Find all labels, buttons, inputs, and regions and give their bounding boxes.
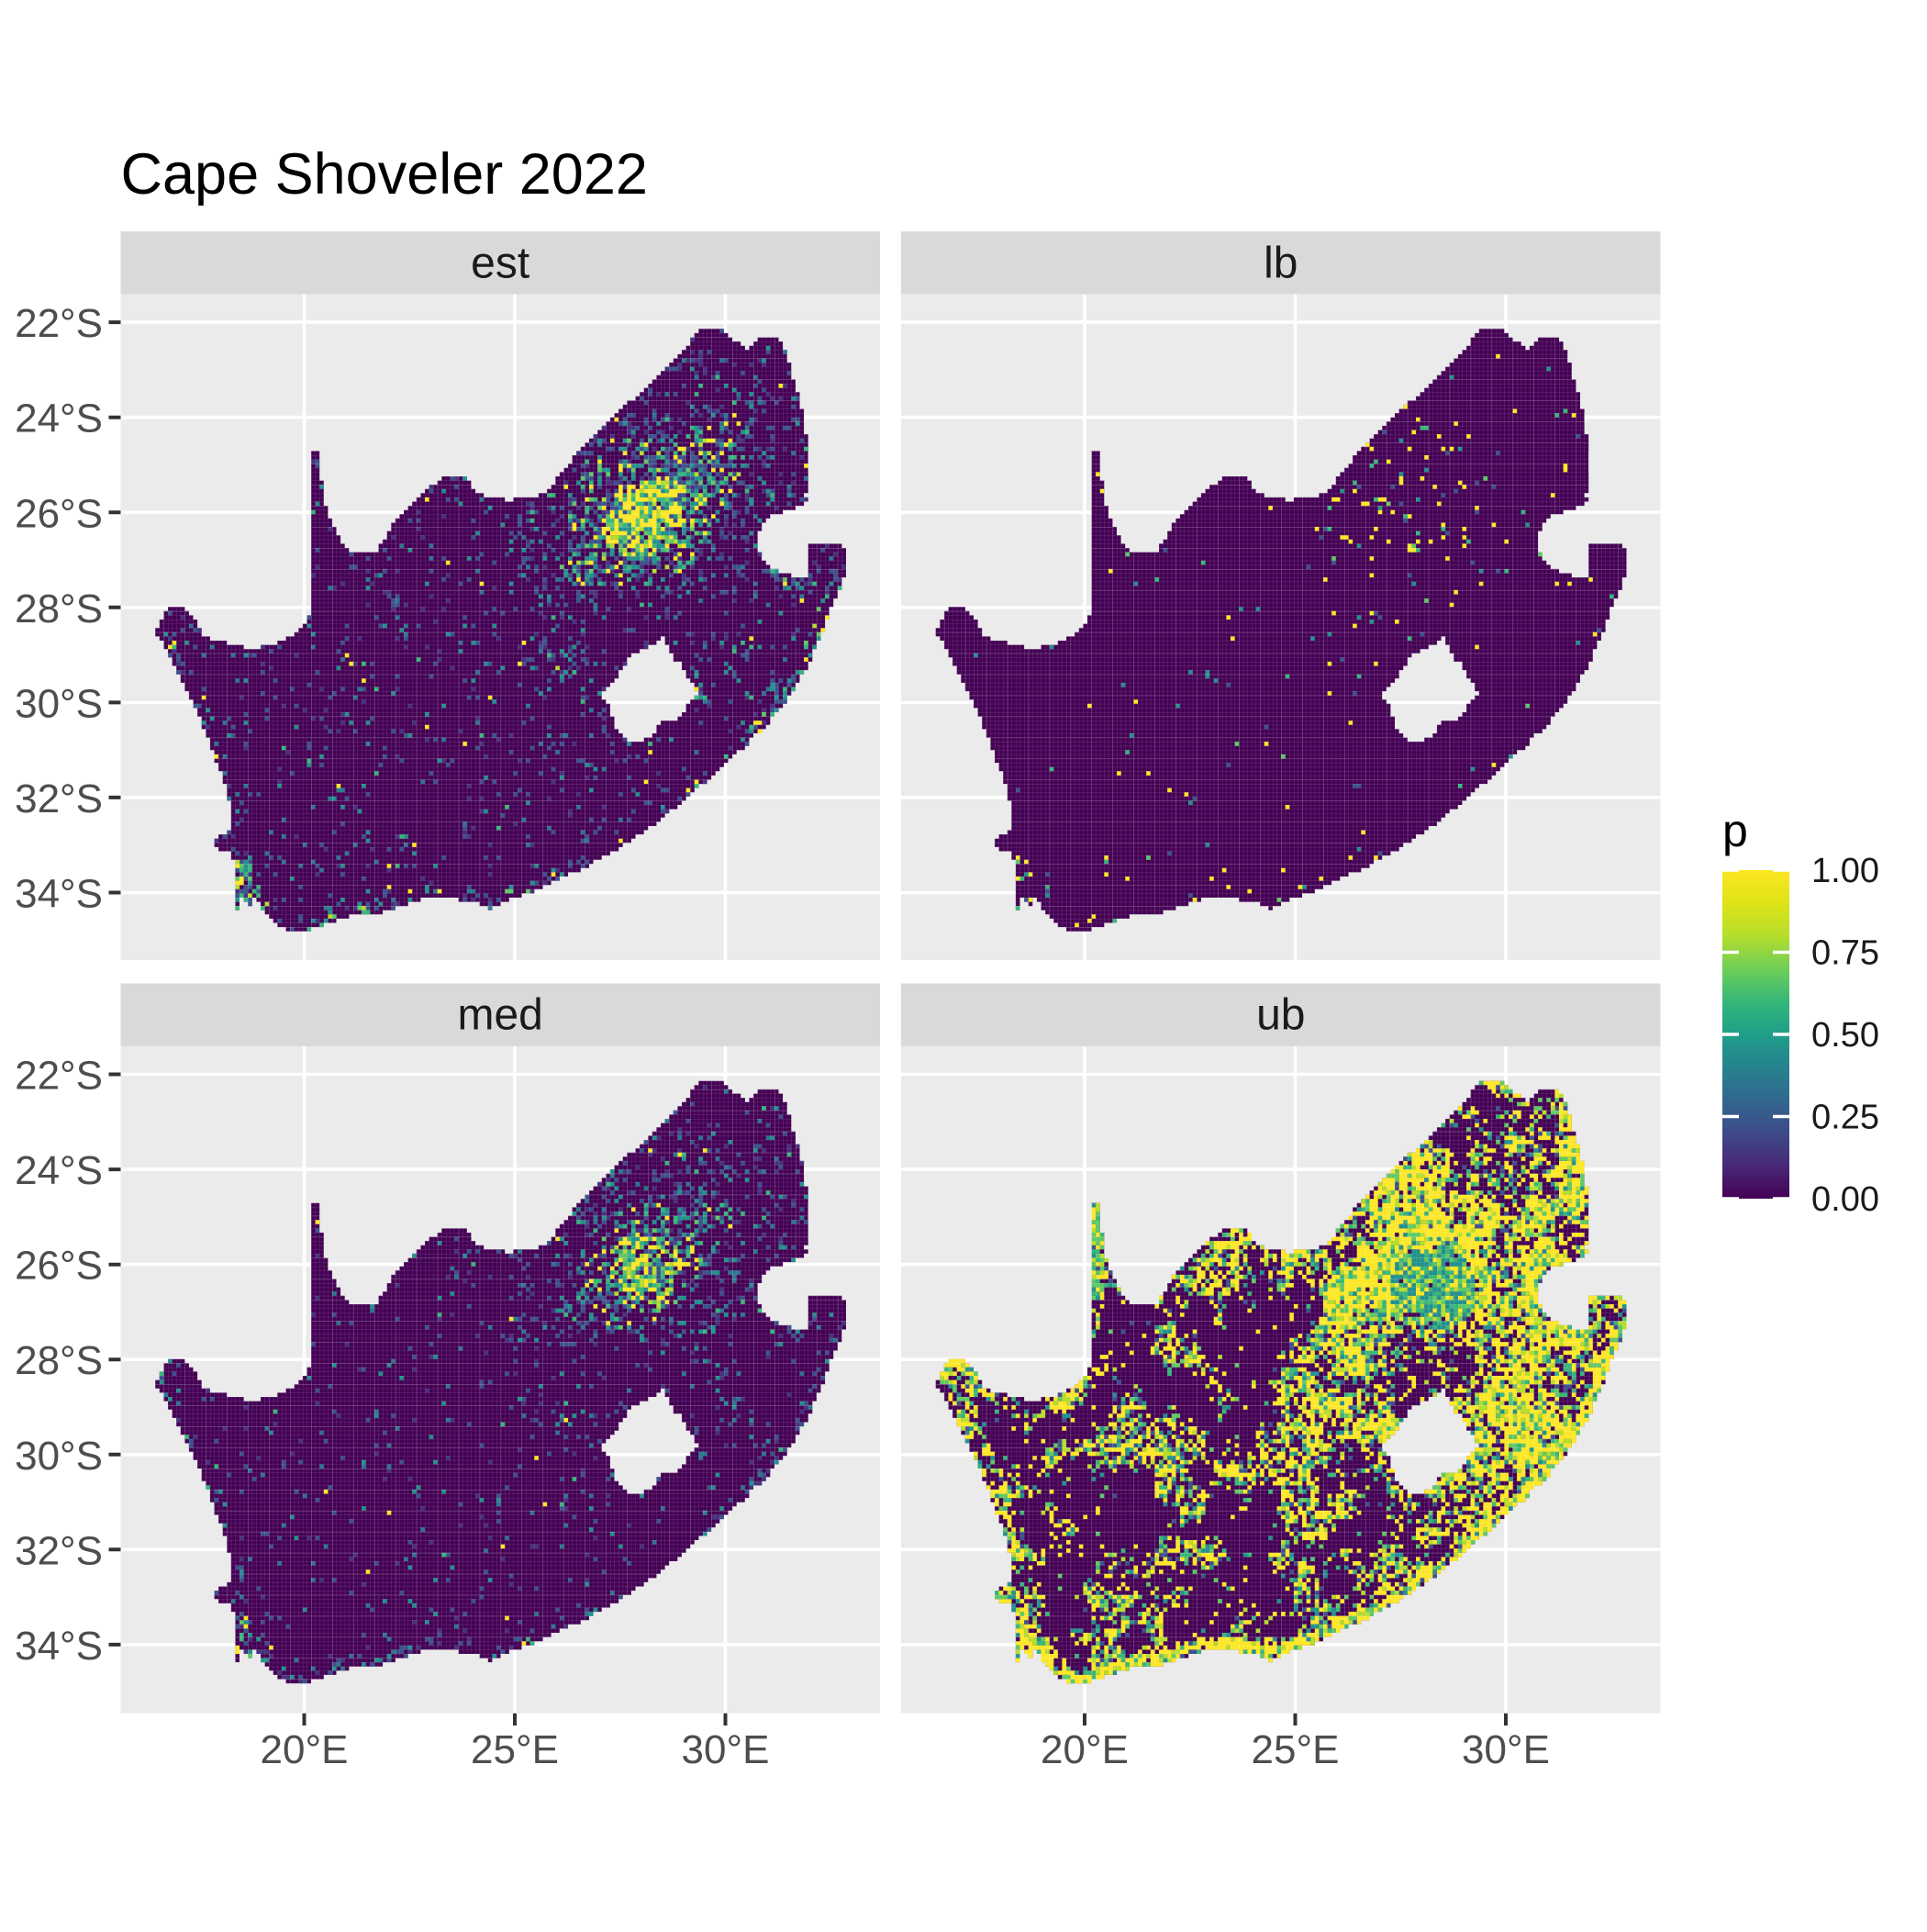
svg-text:24°S: 24°S [15,1148,103,1193]
svg-text:20°E: 20°E [1041,1727,1129,1772]
svg-text:lb: lb [1264,239,1298,287]
svg-text:32°S: 32°S [15,1528,103,1573]
svg-text:1.00: 1.00 [1811,852,1879,890]
svg-text:28°S: 28°S [15,1338,103,1383]
svg-text:24°S: 24°S [15,396,103,441]
svg-text:30°E: 30°E [682,1727,770,1772]
svg-text:30°S: 30°S [15,1434,103,1479]
svg-text:20°E: 20°E [261,1727,349,1772]
svg-text:25°E: 25°E [471,1727,559,1772]
svg-text:34°S: 34°S [15,1624,103,1669]
svg-text:32°S: 32°S [15,776,103,821]
svg-text:0.50: 0.50 [1811,1016,1879,1055]
svg-text:22°S: 22°S [15,1054,103,1099]
svg-text:Cape Shoveler 2022: Cape Shoveler 2022 [121,142,648,207]
svg-text:26°S: 26°S [15,491,103,536]
svg-text:30°E: 30°E [1462,1727,1550,1772]
svg-text:30°S: 30°S [15,681,103,726]
svg-text:28°S: 28°S [15,586,103,631]
svg-text:25°E: 25°E [1252,1727,1340,1772]
svg-text:ub: ub [1256,991,1305,1040]
svg-text:26°S: 26°S [15,1244,103,1289]
svg-text:34°S: 34°S [15,872,103,917]
svg-text:est: est [471,239,529,287]
svg-text:med: med [458,991,543,1040]
svg-text:0.00: 0.00 [1811,1180,1879,1219]
svg-text:p: p [1722,805,1748,856]
svg-text:0.75: 0.75 [1811,934,1879,973]
svg-text:0.25: 0.25 [1811,1099,1879,1137]
svg-text:22°S: 22°S [15,301,103,346]
